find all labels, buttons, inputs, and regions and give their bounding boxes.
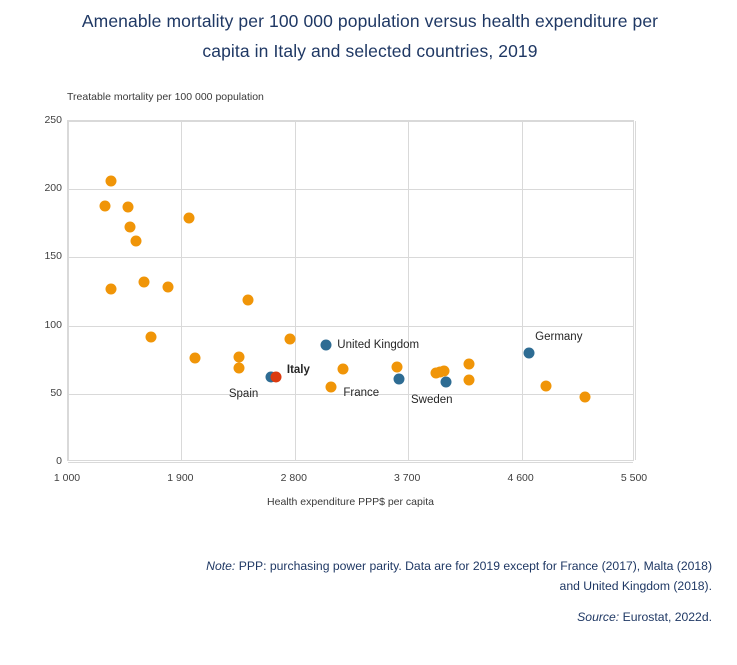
x-tick-label: 1 000 [53, 472, 81, 484]
gridline-horizontal [68, 325, 633, 327]
data-point[interactable] [540, 380, 552, 392]
data-point[interactable] [463, 358, 475, 370]
data-point-label-sweden: Sweden [411, 393, 453, 406]
x-axis-ticks: 1 000 1 900 2 800 3 700 4 600 5 500 [0, 472, 737, 488]
plot-area: Spain Italy United Kingdom France Sweden Germ… [67, 120, 636, 463]
data-point[interactable] [463, 374, 475, 386]
gridline-vertical [68, 121, 69, 460]
data-point[interactable] [391, 361, 403, 373]
data-point-label-united-kingdom: United Kingdom [337, 338, 420, 351]
gridline-horizontal [68, 462, 633, 463]
data-point[interactable] [105, 283, 117, 295]
data-point[interactable] [105, 175, 117, 187]
data-point-france[interactable] [393, 373, 405, 385]
x-tick-label: 5 500 [620, 472, 648, 484]
data-point[interactable] [579, 391, 591, 403]
page-title: Amenable mortality per 100 000 populatio… [81, 11, 659, 61]
data-point[interactable] [99, 200, 111, 212]
gridline-vertical [181, 121, 183, 460]
data-point-label-italy: Italy [286, 364, 310, 377]
gridline-vertical [521, 121, 523, 460]
data-point-germany[interactable] [523, 347, 535, 359]
x-tick-label: 1 900 [167, 472, 194, 484]
data-point[interactable] [233, 362, 245, 374]
data-point[interactable] [438, 365, 450, 377]
gridline-horizontal [68, 121, 633, 122]
data-point[interactable] [130, 235, 142, 247]
x-axis-label: Health expenditure PPP$ per capita [267, 496, 434, 508]
gridline-vertical [635, 121, 636, 460]
data-point[interactable] [189, 352, 201, 364]
gridline-vertical [294, 121, 296, 460]
source-keyword: Source: [577, 610, 620, 624]
gridline-horizontal [68, 393, 633, 395]
data-point[interactable] [284, 333, 296, 345]
note-body: PPP: purchasing power parity. Data are f… [238, 559, 712, 593]
y-tick-label: 50 [50, 386, 62, 399]
y-axis-ticks: 0 50 100 150 200 250 [24, 114, 62, 467]
y-tick-label: 0 [56, 455, 62, 467]
data-point-italy[interactable] [270, 371, 282, 383]
data-point[interactable] [242, 294, 254, 306]
source-text: Source: Eurostat, 2022d. [200, 610, 712, 624]
data-point[interactable] [325, 381, 337, 393]
y-tick-label: 100 [44, 318, 62, 331]
data-point-united-kingdom[interactable] [320, 339, 332, 351]
note-text: Note: PPP: purchasing power parity. Data… [200, 556, 712, 596]
data-point[interactable] [122, 201, 134, 213]
x-tick-label: 3 700 [394, 472, 421, 484]
data-point[interactable] [162, 281, 174, 293]
y-tick-label: 200 [44, 182, 62, 195]
gridline-horizontal [68, 189, 633, 191]
gridline-vertical [408, 121, 410, 460]
data-point[interactable] [124, 221, 136, 233]
data-point-label-germany: Germany [535, 330, 583, 343]
data-point[interactable] [233, 351, 245, 363]
note-keyword: Note: [206, 559, 236, 573]
data-point-label-spain: Spain [228, 388, 259, 401]
y-tick-label: 250 [44, 114, 62, 126]
data-point[interactable] [183, 212, 195, 224]
data-point[interactable] [145, 331, 157, 342]
data-point-label-france: France [343, 386, 380, 399]
x-tick-label: 4 600 [507, 472, 534, 484]
data-point-sweden[interactable] [440, 376, 452, 388]
data-point[interactable] [138, 276, 150, 288]
gridline-horizontal [68, 257, 633, 259]
x-tick-label: 2 800 [280, 472, 307, 484]
y-tick-label: 150 [44, 250, 62, 263]
source-body: Eurostat, 2022d. [622, 610, 712, 624]
data-point[interactable] [337, 363, 349, 375]
y-axis-label: Treatable mortality per 100 000 populati… [67, 91, 264, 103]
